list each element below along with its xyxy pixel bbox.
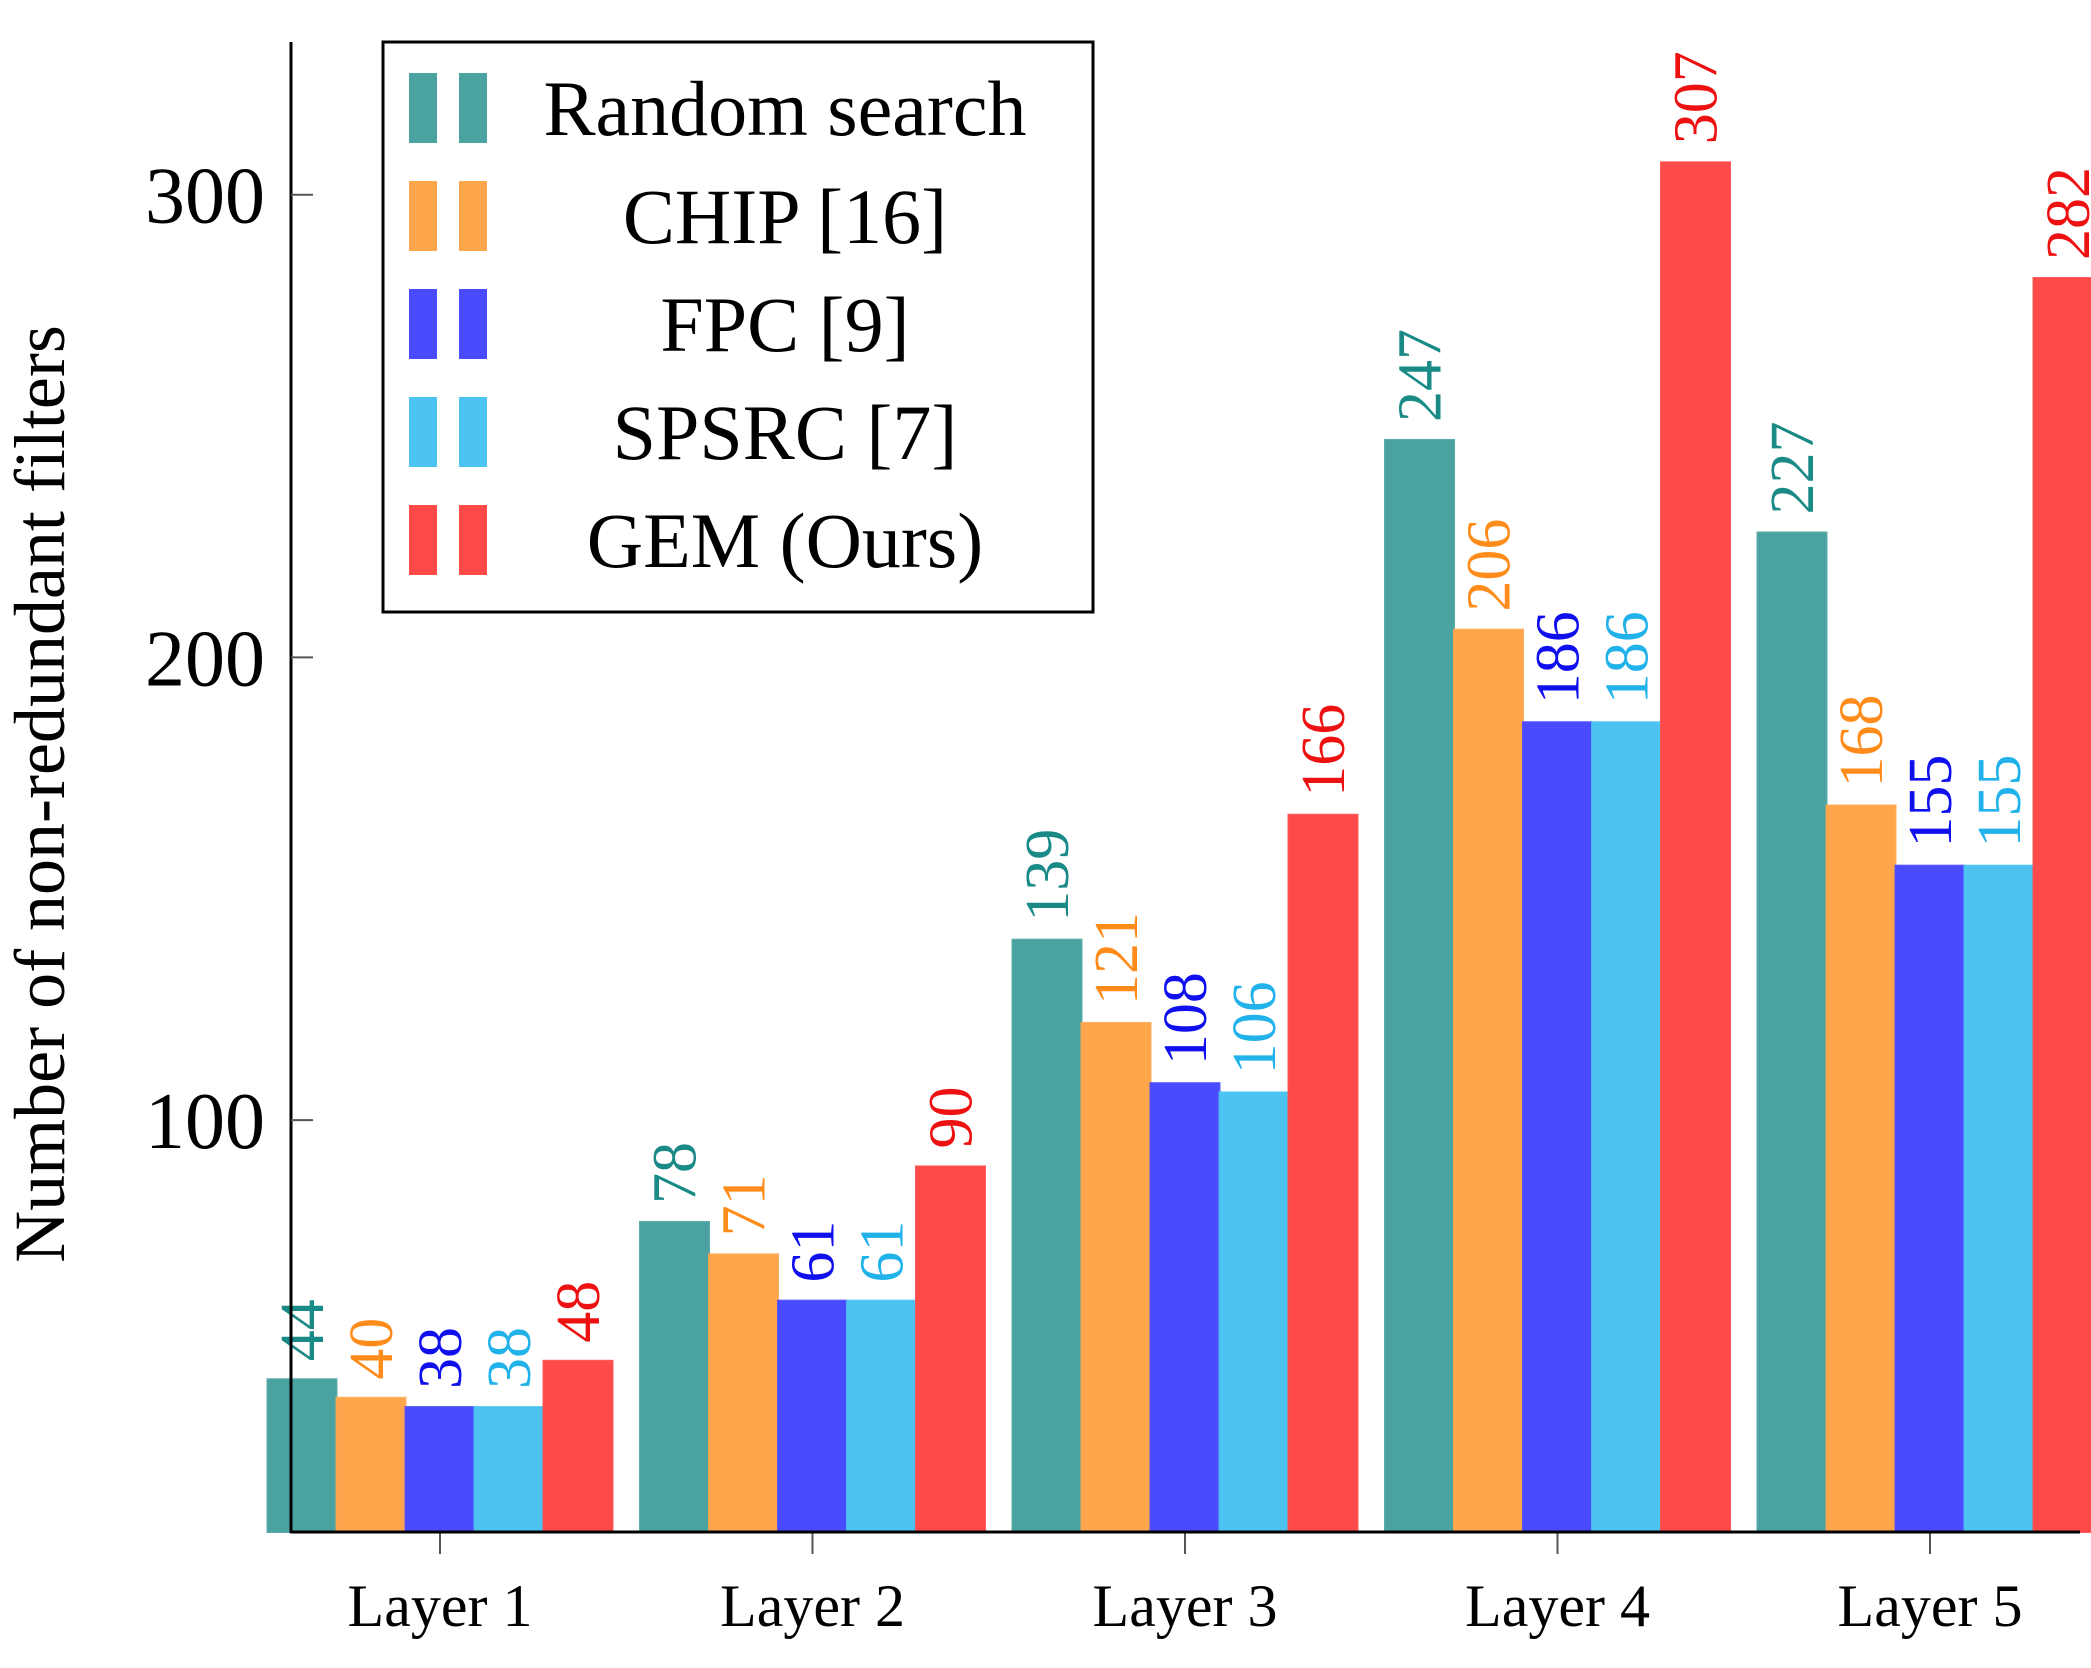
- bar-random-search-layer-3: [1011, 938, 1083, 1533]
- bar-gem-ours--layer-4: [1660, 161, 1731, 1534]
- legend-entry: GEM (Ours): [587, 497, 983, 584]
- data-label: 38: [407, 1327, 475, 1389]
- y-axis-label: Number of non-redundant filters: [0, 325, 80, 1263]
- bar-fpc-9--layer-2: [777, 1299, 848, 1533]
- bar-random-search-layer-4: [1384, 438, 1455, 1533]
- data-label: 168: [1828, 695, 1896, 788]
- legend-swatch: [409, 289, 437, 359]
- data-label: 78: [642, 1142, 710, 1204]
- legend-swatch: [459, 397, 487, 467]
- x-tick-label: Layer 2: [720, 1573, 905, 1639]
- axes-layer: Layer 1 Layer 2 Layer 3 Layer 4 Layer 5 100 20…: [145, 42, 2080, 1639]
- legend-swatch: [459, 73, 487, 143]
- bar-gem-ours--layer-1: [542, 1359, 614, 1533]
- data-label: 71: [711, 1174, 779, 1236]
- bar-fpc-9--layer-4: [1522, 721, 1593, 1533]
- data-label: 48: [545, 1281, 613, 1343]
- data-label: 44: [269, 1299, 337, 1361]
- legend-swatch: [459, 505, 487, 575]
- bar-gem-ours--layer-2: [915, 1165, 986, 1534]
- bar-spsrc-7--layer-1: [473, 1406, 545, 1534]
- bar-spsrc-7--layer-5: [1963, 864, 2035, 1533]
- data-label: 121: [1083, 912, 1151, 1005]
- bar-random-search-layer-5: [1756, 531, 1828, 1533]
- data-label: 186: [1525, 611, 1593, 704]
- data-label: 247: [1387, 329, 1455, 422]
- legend-entry: SPSRC [7]: [613, 389, 958, 476]
- legend-swatch: [409, 505, 437, 575]
- data-label: 206: [1456, 519, 1524, 612]
- data-label: 90: [918, 1086, 986, 1148]
- data-label: 166: [1290, 704, 1358, 797]
- legend-entry: CHIP [16]: [623, 173, 947, 260]
- x-tick-label: Layer 1: [348, 1573, 533, 1639]
- bar-random-search-layer-2: [639, 1220, 710, 1534]
- legend-entry: FPC [9]: [660, 281, 909, 368]
- data-label: 106: [1221, 981, 1289, 1074]
- data-label: 227: [1759, 421, 1827, 514]
- bar-chip-16--layer-4: [1453, 628, 1524, 1533]
- data-label: 108: [1152, 972, 1220, 1065]
- data-label: 307: [1663, 51, 1731, 144]
- bar-spsrc-7--layer-2: [846, 1299, 917, 1533]
- bars-layer: [266, 161, 2091, 1534]
- y-tick-label: 100: [145, 1078, 265, 1166]
- legend-swatch: [459, 181, 487, 251]
- y-tick-label: 300: [145, 153, 265, 241]
- bar-fpc-9--layer-3: [1149, 1082, 1221, 1533]
- legend-entry: Random search: [543, 65, 1026, 152]
- data-label: 155: [1897, 755, 1965, 848]
- x-tick-label: Layer 5: [1838, 1573, 2023, 1639]
- legend-swatch: [459, 289, 487, 359]
- legend-swatch: [409, 73, 437, 143]
- data-label: 38: [476, 1327, 544, 1389]
- legend-swatch: [409, 181, 437, 251]
- data-label: 61: [849, 1221, 917, 1283]
- bar-chip-16--layer-5: [1825, 804, 1897, 1533]
- bar-chip-16--layer-1: [335, 1396, 407, 1534]
- data-label: 139: [1014, 829, 1082, 922]
- bar-gem-ours--layer-3: [1287, 813, 1359, 1533]
- bar-chip-16--layer-3: [1080, 1021, 1152, 1533]
- data-label: 155: [1966, 755, 2034, 848]
- bar-fpc-9--layer-1: [404, 1406, 476, 1534]
- bar-random-search-layer-1: [266, 1378, 338, 1533]
- bar-fpc-9--layer-5: [1894, 864, 1966, 1533]
- data-label: 186: [1594, 611, 1662, 704]
- x-tick-label: Layer 4: [1465, 1573, 1650, 1639]
- y-tick-label: 200: [145, 615, 265, 703]
- legend-box: [381, 40, 1095, 614]
- bar-spsrc-7--layer-4: [1591, 721, 1662, 1533]
- bar-gem-ours--layer-5: [2032, 276, 2091, 1533]
- bar-spsrc-7--layer-3: [1218, 1091, 1290, 1533]
- data-label: 282: [2035, 167, 2091, 260]
- data-label: 40: [338, 1318, 406, 1380]
- legend: Random search CHIP [16] FPC [9] SPSRC [7] GE…: [381, 40, 1095, 614]
- x-tick-label: Layer 3: [1093, 1573, 1278, 1639]
- data-label: 61: [780, 1221, 848, 1283]
- bar-chip-16--layer-2: [708, 1253, 779, 1533]
- legend-swatch: [409, 397, 437, 467]
